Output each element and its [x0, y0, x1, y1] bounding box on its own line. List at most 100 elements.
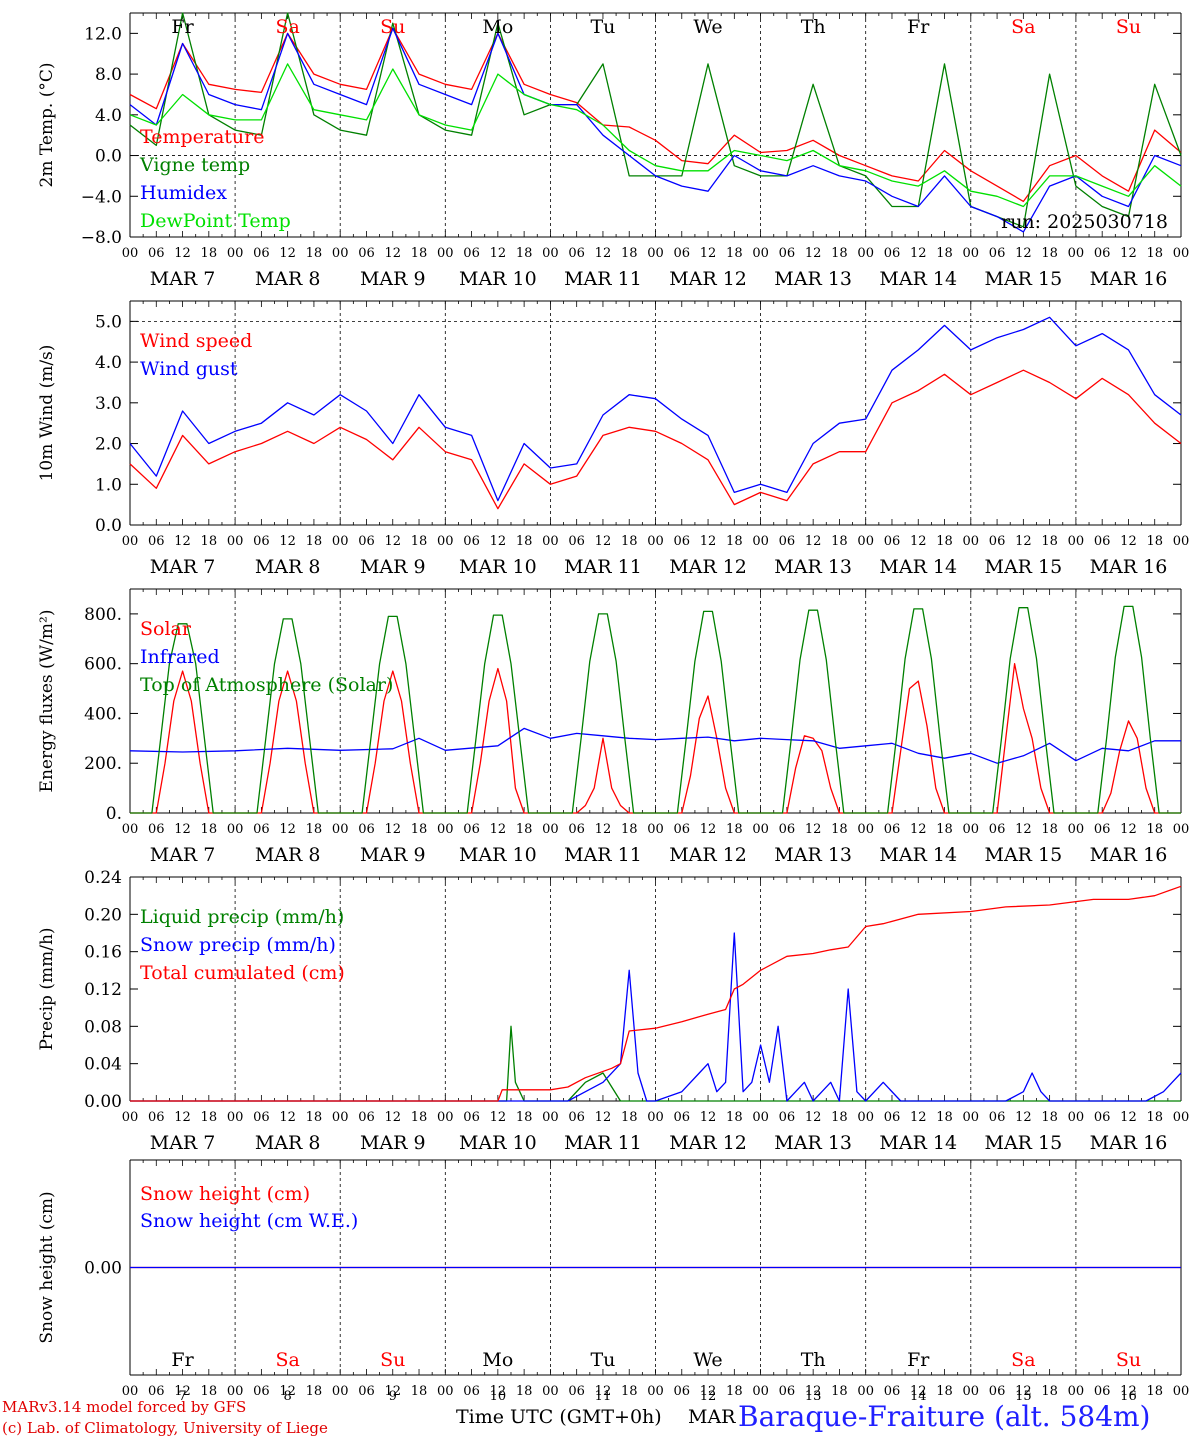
x-hour-label: 18: [306, 1110, 323, 1125]
x-date-label: MAR 15: [984, 844, 1062, 866]
x-hour-label: 00: [857, 822, 874, 837]
x-hour-label: 12: [700, 534, 717, 549]
panel-3: 0. 200. 400. 600. 800. Energy fluxes (W/m²) So…: [37, 588, 1189, 866]
x-axis-month: MAR: [688, 1406, 736, 1428]
x-hour-label: 00: [227, 534, 244, 549]
x-hour-label: 18: [831, 246, 848, 261]
x-hour-label: 12: [910, 534, 927, 549]
x-hour-label: 00: [1068, 246, 1085, 261]
x-hour-label: 18: [1041, 1384, 1058, 1399]
y-tick-label: 0.0: [95, 147, 122, 167]
x-date-label: MAR 15: [984, 556, 1062, 578]
x-axis-title: Time UTC (GMT+0h): [456, 1406, 662, 1428]
x-hour-label: 18: [621, 1384, 638, 1399]
x-hour-label: 06: [463, 534, 480, 549]
x-hour-label: 12: [279, 246, 296, 261]
x-hour-label: 00: [332, 246, 349, 261]
x-hour-label: 06: [358, 822, 375, 837]
x-hour-label: 12: [595, 1384, 612, 1399]
x-hour-label: 00: [1068, 1384, 1085, 1399]
day-number: 16: [1120, 1389, 1137, 1404]
x-date-label: MAR 8: [255, 844, 321, 866]
x-hour-label: 00: [542, 246, 559, 261]
legend-entry: Wind speed: [140, 330, 252, 352]
x-hour-label: 00: [752, 1384, 769, 1399]
x-date-label: MAR 10: [459, 268, 537, 290]
x-hour-label: 18: [621, 534, 638, 549]
x-hour-label: 00: [542, 534, 559, 549]
x-hour-label: 00: [963, 1384, 980, 1399]
x-date-label: MAR 10: [459, 1132, 537, 1154]
legend-entry: Solar: [140, 618, 192, 640]
x-hour-label: 00: [963, 534, 980, 549]
x-hour-label: 18: [621, 1110, 638, 1125]
x-hour-label: 18: [1146, 1110, 1163, 1125]
x-hour-label: 18: [726, 1384, 743, 1399]
x-hour-label: 00: [437, 1384, 454, 1399]
x-hour-label: 12: [595, 1110, 612, 1125]
x-hour-label: 18: [1041, 1110, 1058, 1125]
x-hour-label: 18: [726, 1110, 743, 1125]
x-hour-label: 06: [1094, 534, 1111, 549]
x-hour-label: 18: [306, 1384, 323, 1399]
legend-entry: Wind gust: [140, 358, 238, 380]
y-tick-label: 5.0: [95, 312, 122, 332]
x-hour-label: 18: [306, 246, 323, 261]
series-line-dewpoint-temp: [129, 63, 1182, 208]
y-tick-label: 0.00: [84, 1259, 122, 1279]
x-hour-label: 18: [621, 246, 638, 261]
x-hour-label: 12: [490, 534, 507, 549]
x-hour-label: 00: [542, 1384, 559, 1399]
x-hour-label: 00: [437, 534, 454, 549]
x-date-label: MAR 11: [564, 844, 642, 866]
x-date-label: MAR 9: [360, 1132, 426, 1154]
x-date-label: MAR 14: [879, 844, 957, 866]
x-hour-label: 18: [831, 534, 848, 549]
x-hour-label: 06: [674, 822, 691, 837]
x-hour-label: 00: [122, 534, 139, 549]
y-tick-label: 2.0: [95, 435, 122, 455]
x-hour-label: 00: [332, 1110, 349, 1125]
y-tick-label: 0.: [106, 804, 122, 824]
legend-entry: Temperature: [140, 126, 264, 148]
x-hour-label: 00: [122, 1384, 139, 1399]
x-hour-label: 06: [989, 534, 1006, 549]
x-hour-label: 18: [726, 534, 743, 549]
x-hour-label: 00: [332, 1384, 349, 1399]
x-hour-label: 18: [936, 534, 953, 549]
x-date-label: MAR 11: [564, 1132, 642, 1154]
x-hour-label: 00: [752, 534, 769, 549]
x-hour-label: 06: [568, 1384, 585, 1399]
x-hour-label: 06: [253, 246, 270, 261]
y-tick-label: 600.: [84, 655, 122, 675]
day-name-bottom: Th: [801, 1349, 826, 1371]
x-hour-label: 00: [647, 1110, 664, 1125]
y-axis-label: Snow height (cm): [37, 1191, 57, 1343]
x-hour-label: 12: [700, 822, 717, 837]
y-tick-label: 0.20: [84, 905, 122, 925]
x-hour-label: 12: [490, 1110, 507, 1125]
day-name-top: Fr: [171, 16, 194, 38]
run-label: run: 2025030718: [1001, 211, 1168, 233]
day-name-bottom: Su: [380, 1349, 405, 1371]
x-hour-label: 06: [253, 534, 270, 549]
series-line-snow-precip-mm-h-: [130, 932, 1182, 1102]
station-title: Baraque-Fraiture (alt. 584m): [738, 1400, 1151, 1433]
x-hour-label: 12: [384, 534, 401, 549]
x-hour-label: 18: [831, 1110, 848, 1125]
x-hour-label: 00: [542, 1110, 559, 1125]
x-hour-label: 06: [779, 822, 796, 837]
x-hour-label: 12: [805, 1384, 822, 1399]
x-hour-label: 18: [411, 246, 428, 261]
x-hour-label: 06: [463, 1384, 480, 1399]
day-name-bottom: Sa: [275, 1349, 299, 1371]
day-number: 11: [595, 1389, 612, 1404]
legend-entry: Humidex: [140, 182, 227, 204]
x-hour-label: 06: [1094, 246, 1111, 261]
x-hour-label: 12: [1120, 534, 1137, 549]
x-hour-label: 06: [779, 1110, 796, 1125]
x-hour-label: 12: [805, 246, 822, 261]
x-hour-label: 12: [1120, 246, 1137, 261]
x-hour-label: 00: [1068, 822, 1085, 837]
legend-entry: Snow precip (mm/h): [140, 934, 336, 956]
